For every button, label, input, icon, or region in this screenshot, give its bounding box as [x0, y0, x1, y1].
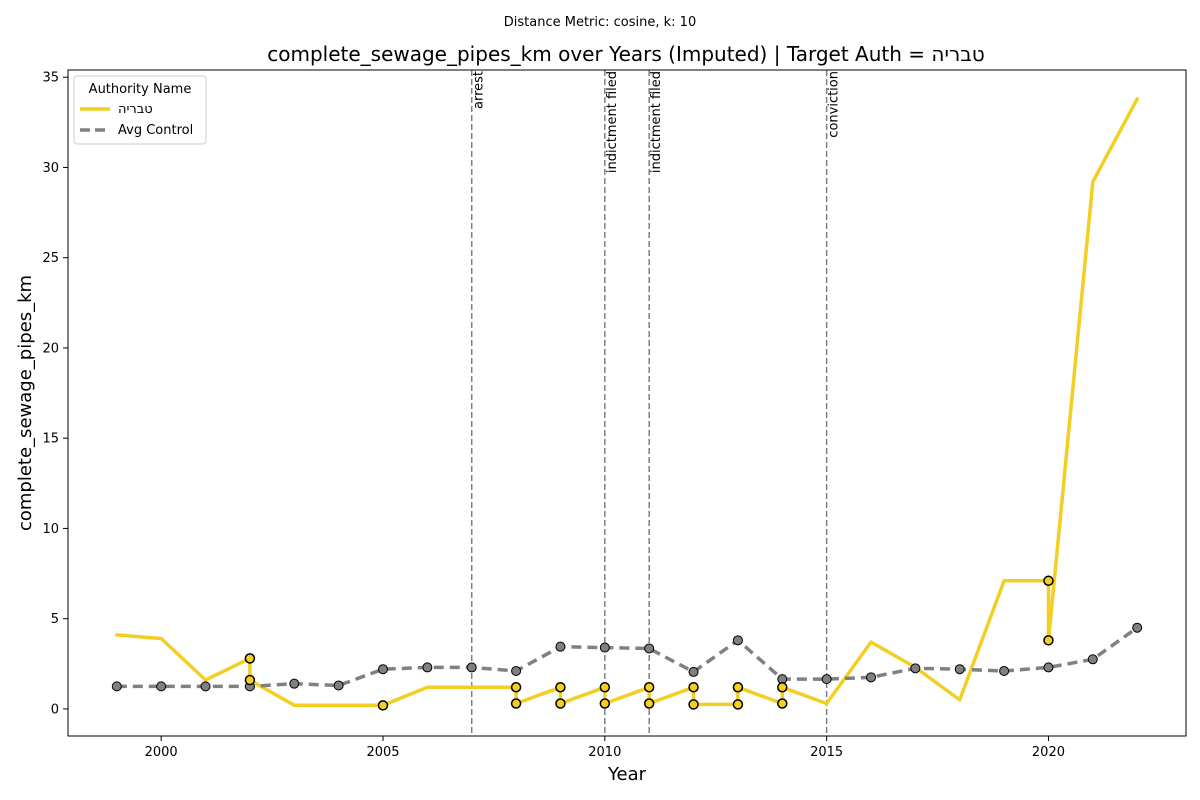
- series-markers: [111, 575, 1143, 711]
- target-point: [510, 698, 522, 709]
- series-lines: [115, 97, 1139, 708]
- target-point: [643, 698, 655, 709]
- y-tick-label: 30: [42, 161, 59, 176]
- legend-label-control: Avg Control: [118, 123, 193, 138]
- control-point: [999, 666, 1010, 677]
- x-axis-label: Year: [607, 764, 647, 785]
- control-point: [511, 666, 522, 677]
- chart-title: complete_sewage_pipes_km over Years (Imp…: [267, 42, 985, 66]
- y-tick-label: 0: [51, 702, 59, 717]
- target-point: [777, 698, 788, 709]
- legend-frame: [73, 75, 207, 145]
- x-axis: 2000 2005 2010 2015 2020: [145, 736, 1065, 760]
- y-axis-label: complete_sewage_pipes_km: [15, 275, 36, 531]
- target-point: [1043, 575, 1054, 587]
- x-tick-label: 2000: [145, 745, 178, 760]
- x-tick-label: 2015: [810, 745, 843, 760]
- target-point: [599, 682, 611, 693]
- event-label: arrest: [472, 71, 487, 109]
- y-tick-label: 10: [42, 522, 59, 537]
- target-point: [555, 682, 566, 693]
- control-point: [1043, 662, 1054, 673]
- control-point: [333, 680, 344, 691]
- series-line-control: [116, 626, 1139, 689]
- control-point: [1132, 622, 1143, 633]
- target-point: [688, 699, 699, 710]
- control-point: [156, 681, 167, 692]
- control-point: [599, 642, 610, 653]
- x-tick-label: 2010: [588, 745, 621, 760]
- control-point: [377, 664, 388, 675]
- y-tick-label: 20: [42, 341, 59, 356]
- x-tick-label: 2020: [1032, 745, 1065, 760]
- control-point: [200, 681, 211, 692]
- x-tick-label: 2005: [366, 745, 399, 760]
- control-point: [466, 662, 477, 673]
- target-point: [732, 699, 744, 710]
- event-label: indictment filed: [649, 71, 664, 173]
- suptitle: Distance Metric: cosine, k: 10: [504, 15, 696, 30]
- target-point: [643, 682, 655, 693]
- legend-title: Authority Name: [89, 82, 192, 97]
- control-point: [954, 664, 965, 675]
- legend-label-target: טבריה: [118, 102, 153, 117]
- y-tick-label: 25: [42, 251, 59, 266]
- y-axis: 0 5 10 15 20 25 30 35: [42, 71, 68, 717]
- control-point: [289, 678, 300, 689]
- event-lines: arrest indictment filed indictment filed co…: [470, 70, 842, 736]
- control-point: [688, 666, 699, 677]
- y-tick-label: 35: [42, 71, 59, 86]
- target-point: [555, 698, 566, 709]
- event-label: indictment filed: [605, 71, 620, 173]
- target-point: [688, 682, 699, 693]
- target-point: [732, 682, 744, 693]
- control-point: [111, 681, 122, 692]
- y-tick-label: 5: [51, 612, 59, 627]
- target-point: [777, 682, 788, 693]
- control-point: [644, 643, 655, 654]
- event-label: conviction: [827, 71, 842, 138]
- control-point: [866, 672, 877, 683]
- target-point: [244, 653, 256, 664]
- target-point: [510, 682, 522, 693]
- control-point: [1087, 654, 1098, 665]
- control-point: [821, 674, 832, 685]
- control-point: [422, 662, 433, 673]
- series-line-target: [115, 97, 1139, 708]
- control-point: [555, 641, 566, 652]
- target-point: [599, 698, 611, 709]
- control-point: [732, 635, 743, 646]
- control-point: [910, 663, 921, 674]
- plot-frame: [67, 69, 1187, 737]
- target-point: [377, 700, 389, 711]
- y-tick-label: 15: [42, 432, 59, 447]
- legend: Authority Name טבריה Avg Control: [73, 75, 207, 145]
- target-point: [1043, 635, 1054, 646]
- target-point: [244, 674, 256, 686]
